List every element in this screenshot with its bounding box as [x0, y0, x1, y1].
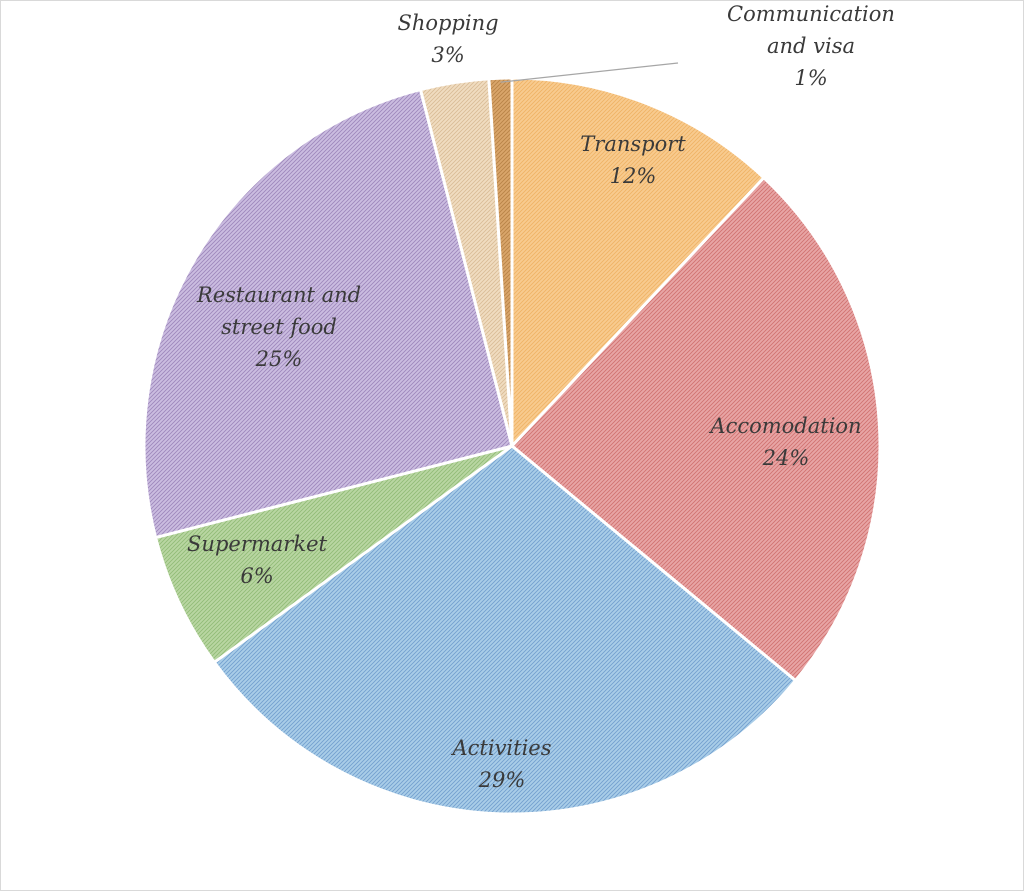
slice-label: Transport 12% [580, 132, 686, 188]
pie-slice [510, 76, 767, 450]
slices-layer [142, 76, 882, 816]
pie-slice [509, 175, 882, 683]
slice-label: Activities 29% [450, 736, 551, 792]
slice-label: Communication and visa 1% [727, 2, 895, 90]
slice-label: Supermarket 6% [187, 532, 327, 588]
pie-slice [142, 87, 514, 540]
pie-slice [153, 444, 513, 665]
slice-label: Shopping 3% [397, 11, 498, 67]
leader-line [500, 62, 679, 83]
slice-label: Accomodation 24% [708, 414, 861, 470]
pie-slice [212, 444, 798, 816]
slice-label: Restaurant and street food 25% [196, 283, 361, 371]
labels-layer: Transport 12% Accomodation 24% Activities 29%… [187, 2, 895, 792]
pie-slice [487, 76, 514, 447]
